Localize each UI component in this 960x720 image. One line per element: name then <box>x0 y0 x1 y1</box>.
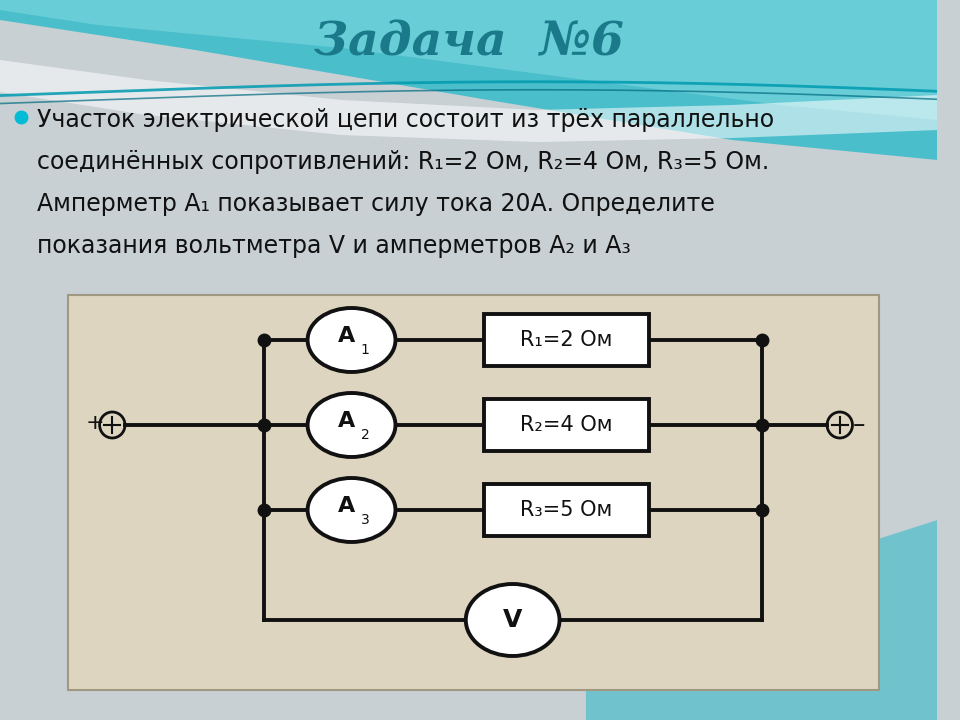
Text: A: A <box>338 326 355 346</box>
Ellipse shape <box>307 308 396 372</box>
Text: +: + <box>85 413 104 433</box>
Text: R₂=4 Ом: R₂=4 Ом <box>520 415 612 435</box>
Text: R₁=2 Ом: R₁=2 Ом <box>520 330 612 350</box>
Text: 1: 1 <box>361 343 370 357</box>
Text: V: V <box>503 608 522 632</box>
Text: Участок электрической цепи состоит из трёх параллельно: Участок электрической цепи состоит из тр… <box>37 108 774 132</box>
Text: 3: 3 <box>361 513 370 527</box>
Polygon shape <box>0 60 937 142</box>
Text: –: – <box>853 413 866 437</box>
Text: соединённых сопротивлений: R₁=2 Ом, R₂=4 Ом, R₃=5 Ом.: соединённых сопротивлений: R₁=2 Ом, R₂=4… <box>37 150 769 174</box>
Text: 2: 2 <box>361 428 370 442</box>
FancyBboxPatch shape <box>484 399 649 451</box>
Text: R₃=5 Ом: R₃=5 Ом <box>520 500 612 520</box>
Polygon shape <box>586 520 937 720</box>
Ellipse shape <box>466 584 560 656</box>
Text: A: A <box>338 496 355 516</box>
FancyBboxPatch shape <box>484 314 649 366</box>
FancyBboxPatch shape <box>484 484 649 536</box>
Text: A: A <box>338 411 355 431</box>
Text: Задача  №6: Задача №6 <box>314 19 624 65</box>
FancyBboxPatch shape <box>68 295 878 690</box>
Ellipse shape <box>307 478 396 542</box>
Polygon shape <box>0 0 937 120</box>
Text: Амперметр A₁ показывает силу тока 20А. Определите: Амперметр A₁ показывает силу тока 20А. О… <box>37 192 715 216</box>
Polygon shape <box>0 0 937 160</box>
Text: показания вольтметра V и амперметров A₂ и A₃: показания вольтметра V и амперметров A₂ … <box>37 234 631 258</box>
Ellipse shape <box>307 393 396 457</box>
